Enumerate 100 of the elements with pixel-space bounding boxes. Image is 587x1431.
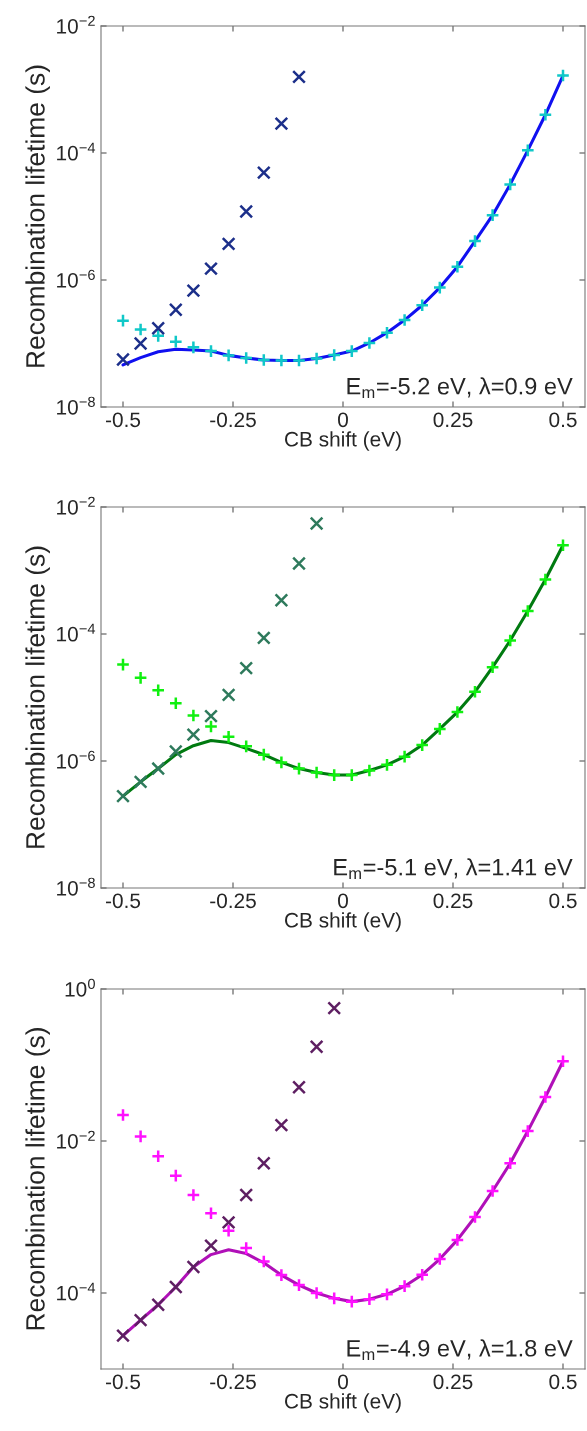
point xyxy=(291,69,307,84)
y-tick-label: 10$^{−4}$ xyxy=(57,142,96,161)
x-tick-label: 0.5 xyxy=(549,893,577,909)
point xyxy=(133,322,148,337)
point xyxy=(151,328,166,343)
point xyxy=(239,661,254,676)
x-tick-label: 0 xyxy=(338,1374,348,1390)
point xyxy=(503,633,518,648)
point xyxy=(555,538,571,553)
point xyxy=(485,1183,500,1199)
point xyxy=(221,729,236,744)
point xyxy=(239,204,254,219)
point xyxy=(291,1080,307,1095)
point xyxy=(555,1054,571,1069)
point xyxy=(379,1287,395,1302)
point xyxy=(256,630,271,645)
point xyxy=(432,280,447,295)
point xyxy=(115,1328,131,1343)
point xyxy=(344,768,359,783)
point xyxy=(168,1279,183,1295)
point xyxy=(503,177,518,192)
point xyxy=(379,325,395,340)
point xyxy=(221,236,236,251)
point xyxy=(274,755,289,770)
point xyxy=(327,1291,342,1306)
point xyxy=(168,744,183,759)
point xyxy=(467,234,483,249)
point xyxy=(397,1279,412,1294)
point xyxy=(327,768,342,783)
x-tick-label: -0.25 xyxy=(210,1374,256,1390)
point xyxy=(309,765,324,780)
point xyxy=(168,696,183,711)
point xyxy=(203,719,219,734)
point xyxy=(450,704,465,720)
x-axis-title: CB shift (eV) xyxy=(285,431,401,451)
point xyxy=(221,348,236,363)
point xyxy=(221,1223,236,1238)
point xyxy=(309,1039,324,1054)
point xyxy=(291,556,307,571)
y-axis-title: Recombination lifetime (s) xyxy=(25,546,50,848)
x-tick-label: 0.25 xyxy=(433,412,473,428)
y-tick-label: 10$^{−2}$ xyxy=(57,1130,95,1149)
point xyxy=(115,1107,131,1123)
point xyxy=(538,1089,553,1104)
y-tick-label: 10$^{−8}$ xyxy=(57,877,95,896)
x-tick-label: -0.5 xyxy=(105,893,141,909)
point xyxy=(221,1215,236,1230)
point xyxy=(555,68,571,83)
point xyxy=(344,344,359,359)
point xyxy=(450,259,465,274)
point xyxy=(186,340,201,355)
point xyxy=(151,321,166,336)
x-tick-label: -0.25 xyxy=(210,893,256,909)
point xyxy=(151,1149,166,1164)
point xyxy=(291,1278,307,1293)
point xyxy=(538,107,553,122)
point xyxy=(274,116,289,131)
point xyxy=(203,1206,219,1221)
point xyxy=(256,747,271,762)
point xyxy=(186,1259,201,1275)
x-tick-label: 0.25 xyxy=(433,893,473,909)
point xyxy=(151,1297,166,1312)
point xyxy=(133,774,148,789)
point xyxy=(450,1232,465,1247)
point xyxy=(520,603,535,619)
point xyxy=(115,313,131,328)
point xyxy=(239,739,254,754)
point xyxy=(485,660,500,675)
point xyxy=(274,1268,289,1283)
annotation: E$_{m}$=-5.1 eV, λ=1.41 eV xyxy=(334,858,573,880)
point xyxy=(362,1292,377,1307)
point xyxy=(115,352,131,367)
point xyxy=(186,1187,201,1203)
point xyxy=(186,727,201,742)
point xyxy=(432,1251,447,1267)
x-tick-label: -0.5 xyxy=(105,412,141,428)
x-axis-title: CB shift (eV) xyxy=(285,912,401,932)
point xyxy=(291,761,307,776)
point xyxy=(151,761,166,776)
point xyxy=(291,353,307,368)
point xyxy=(485,208,500,223)
y-tick-label: 10$^{−4}$ xyxy=(57,1282,96,1301)
x-tick-label: -0.5 xyxy=(105,1374,141,1390)
x-axis-title: CB shift (eV) xyxy=(285,1393,401,1413)
point xyxy=(133,1129,148,1144)
point xyxy=(168,334,183,349)
point xyxy=(115,657,131,672)
point xyxy=(415,1267,430,1282)
point xyxy=(415,738,430,753)
x-tick-label: 0 xyxy=(338,412,348,428)
point xyxy=(203,1238,219,1253)
point xyxy=(133,336,148,351)
point xyxy=(274,593,289,608)
point xyxy=(256,352,271,368)
y-axis-title: Recombination lifetime (s) xyxy=(25,1028,50,1330)
point xyxy=(221,687,236,702)
point xyxy=(520,1124,535,1139)
point xyxy=(327,1001,342,1016)
point xyxy=(432,721,447,736)
point xyxy=(397,749,412,764)
